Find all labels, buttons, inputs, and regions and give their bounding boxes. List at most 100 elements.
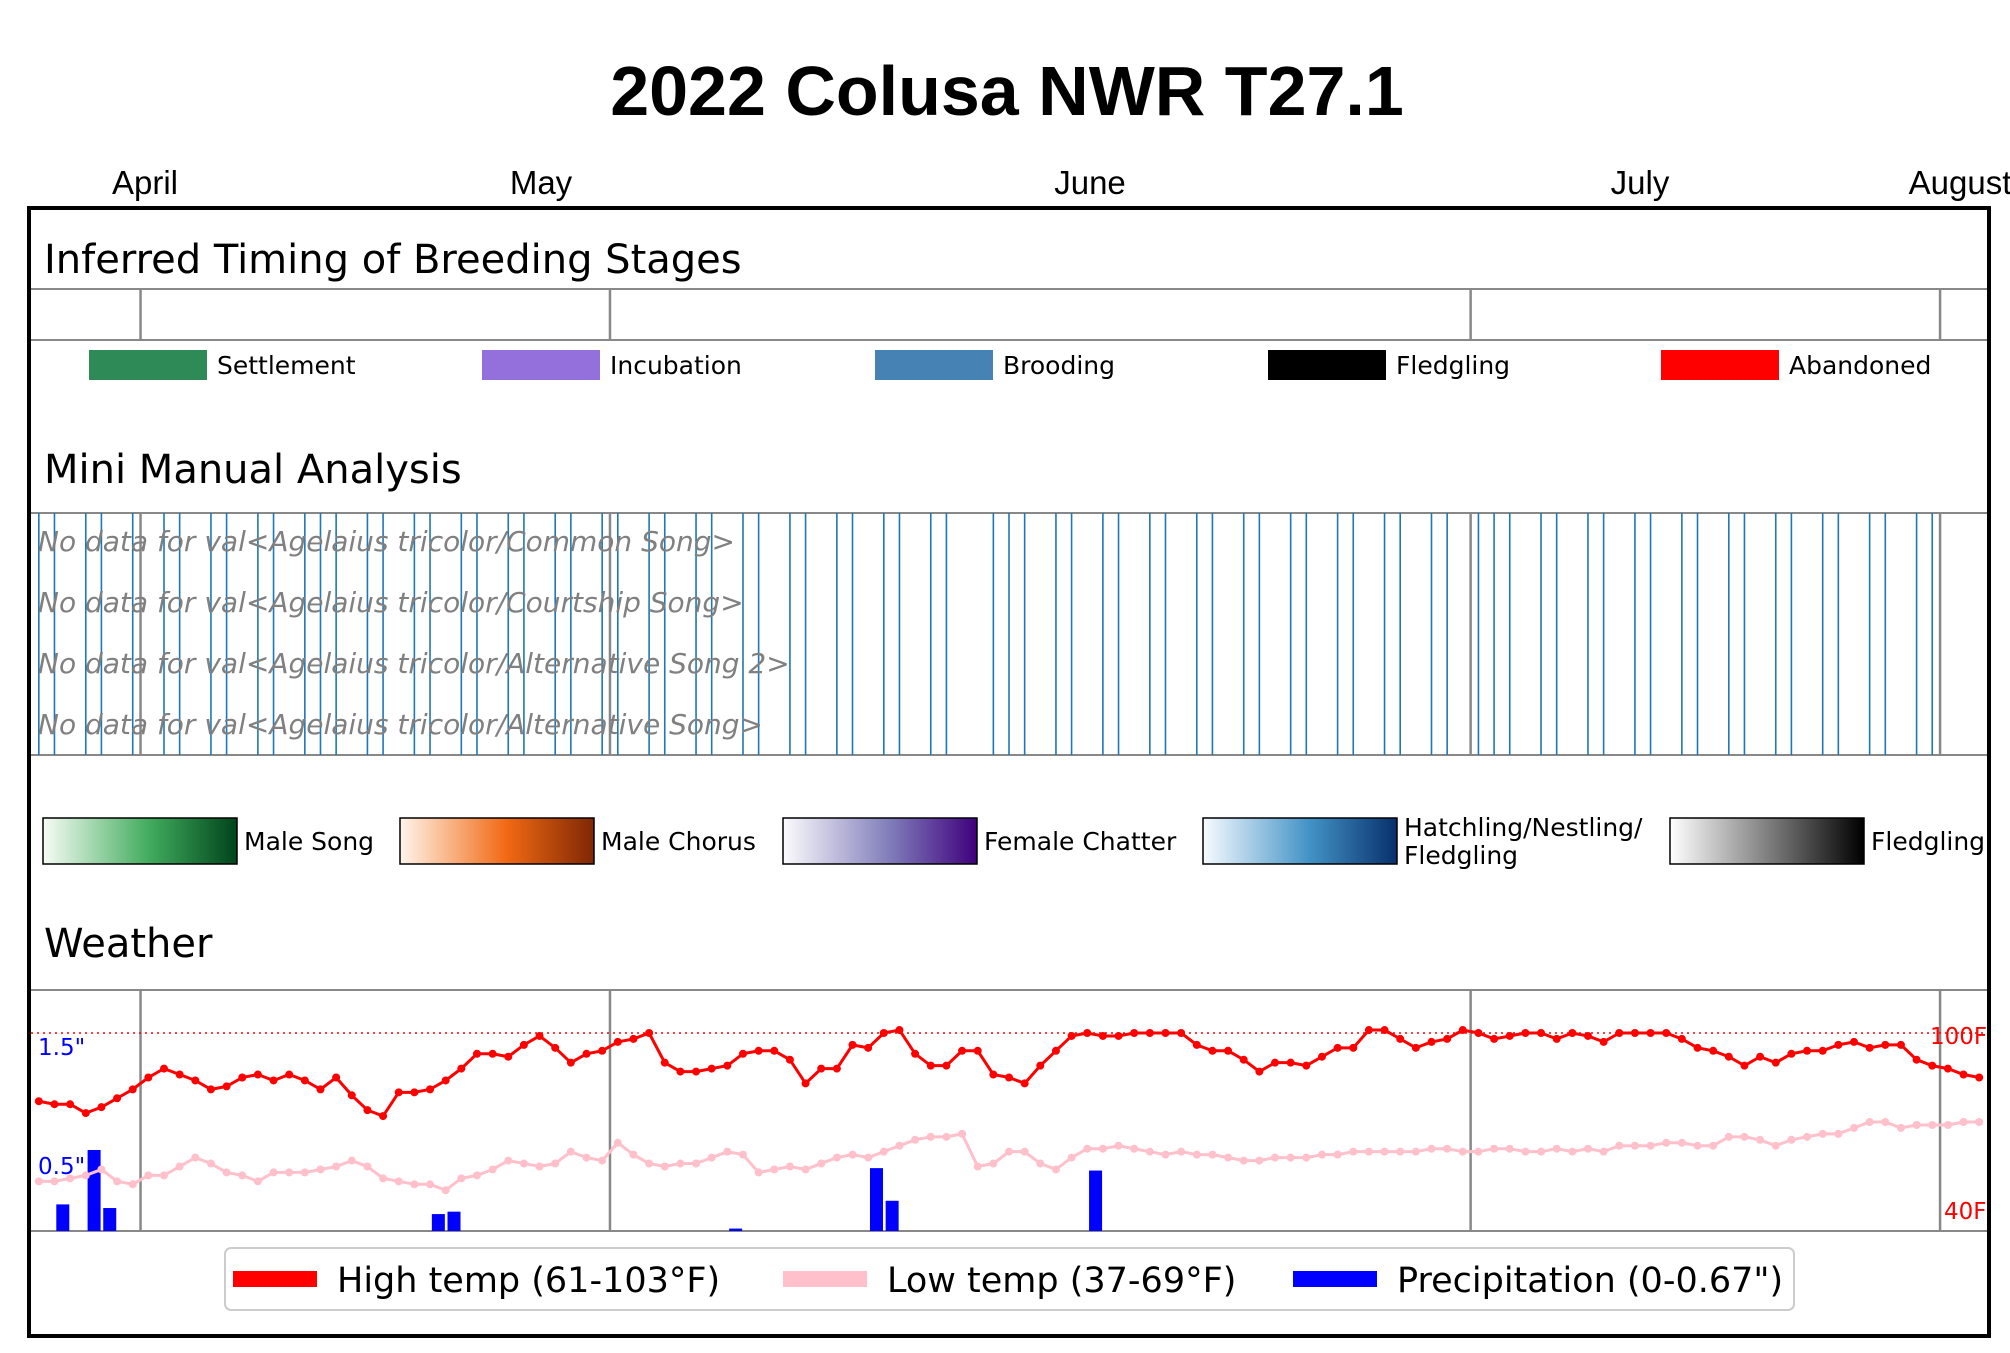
low-temp-point: [66, 1174, 75, 1183]
high-temp-point: [97, 1103, 106, 1112]
high-temp-point: [582, 1049, 591, 1058]
low-temp-point: [1177, 1147, 1186, 1156]
low-temp-point: [973, 1162, 982, 1171]
high-temp-point: [441, 1076, 450, 1085]
high-temp-point: [472, 1049, 481, 1058]
no-data-row: No data for val<Agelaius tricolor/Altern…: [38, 708, 763, 741]
high-temp-point: [1537, 1029, 1546, 1037]
high-temp-point: [1020, 1079, 1029, 1088]
precip-bar: [103, 1208, 117, 1231]
high-temp-point: [1161, 1029, 1170, 1037]
stage-swatch-brooding: [875, 350, 993, 380]
low-temp-point: [1849, 1123, 1858, 1132]
high-temp-point: [1896, 1040, 1905, 1049]
high-temp-point: [1083, 1029, 1092, 1037]
high-temp-point: [1803, 1046, 1812, 1055]
high-temp-point: [1145, 1029, 1154, 1037]
low-temp-point: [1881, 1118, 1890, 1126]
high-temp-point: [754, 1046, 763, 1055]
low-temp-point: [911, 1135, 920, 1144]
colormap-legend: Male Song Male Chorus Female Chatter Hatchl…: [42, 813, 1985, 870]
high-temp-point: [1583, 1031, 1592, 1040]
low-temp-point: [926, 1132, 935, 1141]
high-temp-point: [1615, 1029, 1624, 1037]
high-temp-point: [1192, 1040, 1201, 1049]
section-title-weather: Weather: [44, 921, 213, 967]
low-temp-point: [128, 1180, 137, 1189]
low-temp-point: [1928, 1120, 1937, 1129]
high-temp-point: [801, 1079, 810, 1088]
low-temp-point: [1161, 1150, 1170, 1159]
low-temp-point: [1490, 1144, 1499, 1153]
month-label-august: August: [1909, 164, 2010, 201]
high-temp-point: [128, 1085, 137, 1094]
low-temp-point: [34, 1177, 43, 1186]
low-temp-point: [1051, 1165, 1060, 1174]
low-temp-point: [113, 1177, 122, 1186]
stage-swatch-incubation: [482, 350, 600, 380]
high-temp-point: [1490, 1034, 1499, 1043]
low-temp-point: [817, 1159, 826, 1168]
high-temp-point: [1568, 1029, 1577, 1037]
high-temp-point: [519, 1040, 528, 1049]
high-temp-point: [1458, 1026, 1467, 1035]
high-temp-point: [598, 1046, 607, 1055]
high-temp-point: [1271, 1058, 1280, 1067]
precip-bar: [87, 1150, 101, 1231]
low-temp-point: [1943, 1120, 1952, 1129]
low-temp-point: [394, 1177, 403, 1186]
low-temp-point: [801, 1165, 810, 1174]
low-temp-point: [832, 1153, 841, 1162]
precip-bar: [431, 1214, 445, 1231]
low-temp-point: [895, 1141, 904, 1150]
high-temp-point: [613, 1037, 622, 1046]
low-temp-point: [598, 1156, 607, 1165]
low-temp-point: [441, 1186, 450, 1195]
precip-bar: [1089, 1170, 1103, 1231]
low-temp-point: [300, 1168, 309, 1177]
high-temp-point: [1067, 1031, 1076, 1040]
low-temp-point: [645, 1159, 654, 1168]
low-temp-point: [1662, 1138, 1671, 1147]
high-temp-point: [206, 1085, 215, 1094]
low-temp-point: [1771, 1141, 1780, 1150]
section-title-mini: Mini Manual Analysis: [44, 447, 462, 493]
precip-tick-label-high: 1.5": [38, 1035, 85, 1061]
high-temp-point: [457, 1064, 466, 1073]
stage-swatch-fledgling: [1268, 350, 1386, 380]
low-temp-point: [1787, 1135, 1796, 1144]
high-temp-point: [832, 1064, 841, 1073]
section-title-breeding: Inferred Timing of Breeding Stages: [44, 237, 742, 283]
low-temp-point: [1239, 1156, 1248, 1165]
low-temp-point: [1271, 1153, 1280, 1162]
high-temp-point: [379, 1112, 388, 1121]
low-temp-point: [1396, 1147, 1405, 1156]
low-temp-point: [1443, 1144, 1452, 1153]
low-temp-point: [253, 1177, 262, 1186]
low-temp-point: [535, 1162, 544, 1171]
stage-label-incubation: Incubation: [610, 351, 742, 380]
low-temp-point: [1145, 1147, 1154, 1156]
high-temp-point: [1709, 1046, 1718, 1055]
low-temp-point: [1912, 1120, 1921, 1129]
weather-legend-label: Low temp (37-69°F): [887, 1261, 1236, 1301]
high-temp-point: [222, 1082, 231, 1091]
high-temp-point: [113, 1094, 122, 1103]
low-temp-point: [1756, 1135, 1765, 1144]
high-temp-point: [1255, 1067, 1264, 1076]
weather-panel: 100F 40F 1.5" 0.5": [31, 989, 1987, 1232]
low-temp-point: [1693, 1141, 1702, 1150]
low-temp-point: [1067, 1153, 1076, 1162]
high-temp-point: [645, 1029, 654, 1037]
low-temp-point: [754, 1168, 763, 1177]
high-temp-point: [1505, 1031, 1514, 1040]
precip-bar: [729, 1228, 743, 1231]
colormap-bar: [782, 817, 978, 865]
high-temp-point: [285, 1070, 294, 1079]
high-temp-point: [1630, 1029, 1639, 1037]
stage-legend: Settlement Incubation Brooding Fledgling Aba…: [89, 350, 1931, 380]
low-temp-point: [97, 1165, 106, 1174]
low-temp-point: [1896, 1123, 1905, 1132]
high-temp-point: [175, 1070, 184, 1079]
